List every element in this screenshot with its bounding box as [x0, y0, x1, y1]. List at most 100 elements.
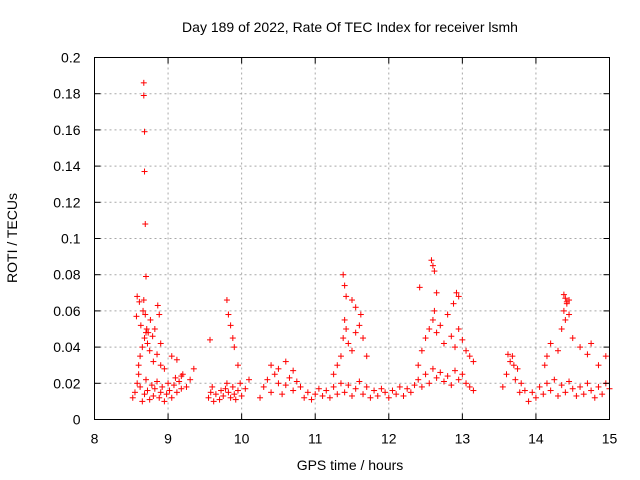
data-point-marker: [422, 335, 429, 342]
data-point-marker: [551, 376, 558, 383]
y-tick-label: 0.1: [61, 231, 81, 247]
y-tick-label: 0.08: [53, 267, 80, 283]
data-point-marker: [453, 289, 460, 296]
data-point-marker: [433, 329, 440, 336]
data-point-marker: [532, 394, 539, 401]
data-point-marker: [260, 383, 267, 390]
data-point-marker: [334, 391, 341, 398]
data-point-marker: [172, 374, 179, 381]
grid-lines: [94, 57, 610, 420]
data-point-marker: [429, 316, 436, 323]
data-point-marker: [512, 376, 519, 383]
data-point-marker: [555, 347, 561, 354]
data-point-marker: [154, 302, 161, 309]
data-point-marker: [246, 376, 252, 383]
y-tick-label: 0.14: [53, 158, 80, 174]
data-point-marker: [525, 398, 532, 405]
data-point-marker: [229, 335, 236, 342]
data-point-marker: [428, 257, 435, 264]
data-point-marker: [209, 383, 216, 390]
data-point-marker: [566, 378, 573, 385]
data-point-marker: [183, 383, 190, 390]
data-point-marker: [151, 385, 158, 392]
data-point-marker: [304, 389, 311, 396]
data-point-marker: [131, 389, 138, 396]
data-point-marker: [349, 297, 355, 304]
data-point-marker: [431, 268, 438, 275]
data-point-marker: [223, 380, 230, 387]
data-point-marker: [144, 340, 151, 347]
data-point-marker: [170, 382, 177, 389]
data-point-marker: [566, 297, 573, 304]
data-point-marker: [275, 380, 282, 387]
data-point-marker: [463, 347, 470, 354]
data-point-marker: [470, 387, 477, 394]
data-point-marker: [297, 383, 304, 390]
data-point-marker: [455, 293, 462, 300]
data-point-marker: [146, 347, 153, 354]
y-tick-label: 0.12: [53, 194, 80, 210]
data-point-marker: [555, 392, 561, 399]
data-point-marker: [216, 396, 223, 403]
data-point-marker: [157, 362, 164, 369]
data-point-marker: [156, 394, 163, 401]
data-point-marker: [396, 383, 403, 390]
data-point-marker: [422, 371, 429, 378]
data-point-marker: [352, 304, 359, 311]
data-point-marker: [352, 385, 359, 392]
data-point-marker: [448, 333, 455, 340]
data-point-marker: [268, 389, 275, 396]
data-point-marker: [529, 389, 536, 396]
data-point-marker: [225, 311, 232, 318]
data-points: [129, 79, 613, 405]
data-point-marker: [286, 374, 293, 381]
data-point-marker: [275, 365, 282, 372]
data-point-marker: [407, 389, 414, 396]
data-point-marker: [573, 392, 580, 399]
data-point-marker: [349, 392, 355, 399]
data-point-marker: [205, 394, 212, 401]
chart-title: Day 189 of 2022, Rate Of TEC Index for r…: [182, 19, 518, 35]
data-point-marker: [143, 273, 149, 280]
data-point-marker: [301, 394, 308, 401]
data-point-marker: [547, 387, 554, 394]
data-point-marker: [518, 380, 525, 387]
data-point-marker: [340, 271, 347, 278]
data-point-marker: [238, 392, 245, 399]
y-tick-label: 0.06: [53, 303, 80, 319]
data-point-marker: [363, 353, 370, 360]
data-point-marker: [147, 316, 154, 323]
data-point-marker: [337, 380, 344, 387]
data-point-marker: [133, 313, 140, 320]
x-tick-label: 15: [602, 431, 618, 447]
data-point-marker: [514, 365, 521, 372]
data-point-marker: [541, 362, 548, 369]
data-point-marker: [341, 389, 348, 396]
data-point-marker: [562, 389, 569, 396]
data-point-marker: [157, 340, 164, 347]
x-tick-label: 11: [308, 431, 323, 447]
data-point-marker: [190, 365, 197, 372]
data-point-marker: [140, 79, 147, 86]
data-point-marker: [543, 353, 550, 360]
x-tick-label: 12: [381, 431, 397, 447]
data-point-marker: [437, 369, 444, 376]
data-point-marker: [282, 382, 289, 389]
data-point-marker: [562, 316, 569, 323]
data-point-marker: [140, 92, 147, 99]
data-point-marker: [374, 392, 381, 399]
data-point-marker: [516, 389, 523, 396]
data-point-marker: [367, 394, 374, 401]
data-point-marker: [148, 382, 155, 389]
data-point-marker: [588, 387, 595, 394]
data-point-marker: [156, 311, 163, 318]
data-point-marker: [290, 387, 297, 394]
y-tick-label: 0.2: [61, 50, 81, 66]
data-point-marker: [178, 373, 185, 380]
y-tick-label: 0.02: [53, 375, 80, 391]
data-point-marker: [225, 389, 232, 396]
data-point-marker: [141, 391, 148, 398]
data-point-marker: [595, 383, 602, 390]
data-point-marker: [161, 365, 168, 372]
data-point-marker: [426, 380, 433, 387]
